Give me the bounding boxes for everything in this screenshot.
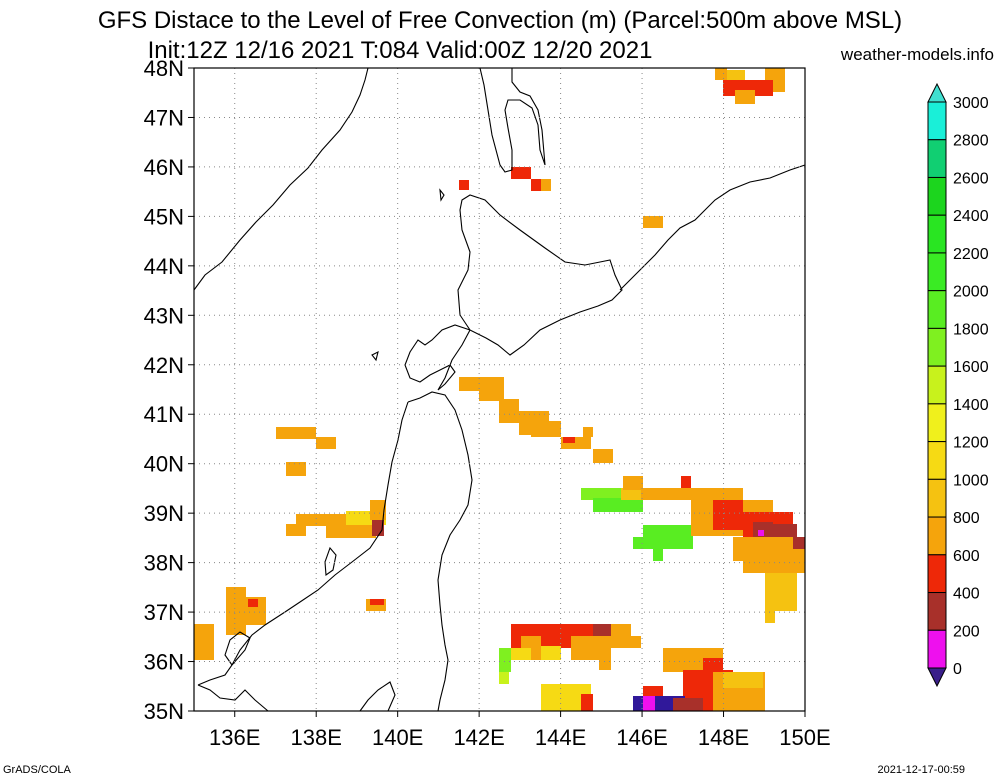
longitude-labels: 136E 138E 140E 142E 144E 146E 148E 150E bbox=[209, 711, 831, 750]
colorbar-label: 1800 bbox=[953, 321, 989, 338]
colorbar-segment bbox=[927, 516, 947, 556]
lat-label: 43N bbox=[144, 303, 184, 328]
colorbar-segment bbox=[927, 629, 947, 669]
lat-label: 35N bbox=[144, 699, 184, 724]
colorbar-segment bbox=[927, 592, 947, 631]
colorbar-segment bbox=[927, 478, 947, 518]
chart-subtitle: Init:12Z 12/16 2021 T:084 Valid:00Z 12/2… bbox=[147, 37, 653, 64]
lat-label: 42N bbox=[144, 353, 184, 378]
colorbar-label: 2200 bbox=[953, 246, 989, 263]
colorbar-segment bbox=[927, 554, 947, 594]
lat-label: 38N bbox=[144, 551, 184, 576]
colorbar-segment bbox=[927, 139, 947, 178]
lon-label: 144E bbox=[535, 725, 586, 750]
lat-label: 46N bbox=[144, 155, 184, 180]
colorbar-label: 1600 bbox=[953, 359, 989, 376]
coastlines bbox=[193, 67, 806, 712]
lon-label: 140E bbox=[372, 725, 423, 750]
colorbar-label: 800 bbox=[953, 510, 980, 527]
colorbar-label: 1000 bbox=[953, 472, 989, 489]
latitude-labels: 48N 47N 46N 45N 44N 43N 42N 41N 40N 39N 38N 37N 36N 3… bbox=[144, 56, 194, 724]
footer-timestamp: 2021-12-17-00:59 bbox=[877, 764, 965, 776]
lon-label: 150E bbox=[779, 725, 830, 750]
colorbar-segment bbox=[927, 441, 947, 480]
footer-left: GrADS/COLA bbox=[3, 764, 71, 776]
lat-label: 48N bbox=[144, 56, 184, 81]
chart-title: GFS Distace to the Level of Free Convect… bbox=[97, 7, 903, 34]
lon-label: 146E bbox=[616, 725, 667, 750]
colorbar-segment bbox=[927, 365, 947, 405]
colorbar-label: 2600 bbox=[953, 170, 989, 187]
colorbar-label: 3000 bbox=[953, 95, 989, 112]
colorbar-top-arrow bbox=[927, 82, 947, 103]
lat-label: 45N bbox=[144, 204, 184, 229]
lat-label: 37N bbox=[144, 600, 184, 625]
colorbar-segment bbox=[927, 252, 947, 292]
colorbar-label: 600 bbox=[953, 548, 980, 565]
lon-label: 136E bbox=[209, 725, 260, 750]
map-border bbox=[193, 67, 806, 712]
colorbar-label: 400 bbox=[953, 586, 980, 603]
colorbar-segment bbox=[927, 403, 947, 443]
lon-label: 142E bbox=[453, 725, 504, 750]
colorbar-segment bbox=[927, 327, 947, 367]
colorbar-segment bbox=[927, 101, 947, 141]
lat-label: 40N bbox=[144, 452, 184, 477]
lon-label: 148E bbox=[698, 725, 749, 750]
colorbar-segment bbox=[927, 214, 947, 254]
colorbar: 3000280026002400220020001800160014001200… bbox=[927, 82, 989, 688]
colorbar-segment bbox=[927, 176, 947, 216]
colorbar-label: 2000 bbox=[953, 284, 989, 301]
lat-label: 44N bbox=[144, 254, 184, 279]
colorbar-label: 0 bbox=[953, 661, 962, 678]
colorbar-label: 1400 bbox=[953, 397, 989, 414]
lat-label: 39N bbox=[144, 501, 184, 526]
colorbar-label: 200 bbox=[953, 623, 980, 640]
colorbar-segment bbox=[927, 290, 947, 329]
site-credit: weather-models.info bbox=[840, 45, 994, 64]
lon-label: 138E bbox=[291, 725, 342, 750]
grid-lines bbox=[194, 68, 805, 711]
lat-label: 47N bbox=[144, 105, 184, 130]
colorbar-label: 1200 bbox=[953, 435, 989, 452]
colorbar-label: 2400 bbox=[953, 208, 989, 225]
colorbar-label: 2800 bbox=[953, 133, 989, 150]
colorbar-bottom-arrow bbox=[927, 667, 947, 688]
data-cells bbox=[194, 68, 805, 711]
lat-label: 41N bbox=[144, 402, 184, 427]
lat-label: 36N bbox=[144, 650, 184, 675]
